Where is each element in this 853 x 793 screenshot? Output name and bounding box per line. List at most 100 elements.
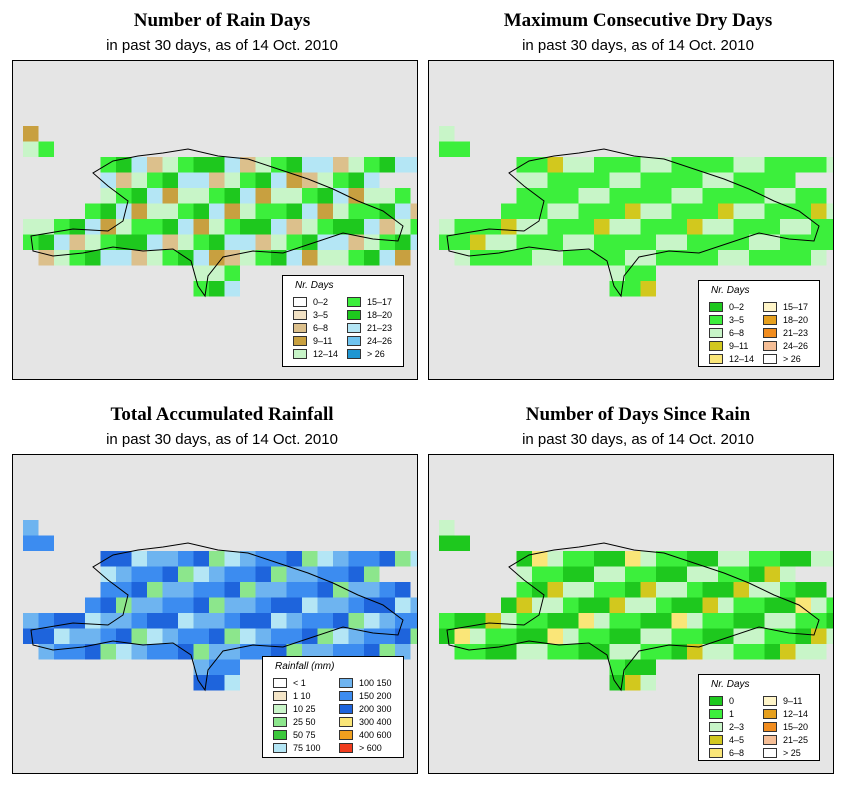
grid-cell — [240, 597, 256, 613]
grid-cell — [131, 234, 147, 250]
grid-cell — [811, 628, 827, 644]
grid-cell — [116, 157, 132, 173]
grid-cell — [317, 613, 333, 629]
legend-item: > 26 — [763, 353, 801, 365]
grid-cell — [640, 219, 656, 235]
grid-cell — [749, 219, 765, 235]
grid-cell — [131, 172, 147, 188]
grid-cell — [671, 234, 687, 250]
grid-cell — [286, 203, 302, 219]
grid-cell — [578, 172, 594, 188]
legend-label: 10 25 — [293, 704, 316, 714]
grid-cell — [671, 582, 687, 598]
grid-cell — [224, 172, 240, 188]
grid-cell — [178, 234, 194, 250]
grid-cell — [116, 644, 132, 660]
grid-cell — [379, 582, 395, 598]
grid-cell — [286, 157, 302, 173]
grid-cell — [547, 250, 563, 266]
legend-label: 3–5 — [313, 310, 329, 320]
legend-item: 21–23 — [763, 327, 808, 339]
grid-cell — [364, 188, 380, 204]
grid-cell — [795, 203, 811, 219]
grid-cell — [578, 582, 594, 598]
grid-cell — [38, 535, 54, 551]
grid-cell — [302, 644, 318, 660]
grid-cell — [780, 234, 796, 250]
grid-cell — [439, 535, 455, 551]
grid-cell — [826, 597, 833, 613]
grid-cell — [811, 644, 827, 660]
legend-swatch — [347, 323, 361, 333]
grid-cell — [625, 281, 641, 297]
legend-label: 15–20 — [783, 722, 809, 732]
legend-item: 0 — [709, 695, 734, 707]
grid-cell — [38, 250, 54, 266]
grid-cell — [379, 613, 395, 629]
grid-cell — [702, 597, 718, 613]
grid-cell — [439, 219, 455, 235]
grid-cell — [625, 234, 641, 250]
legend-label: > 600 — [359, 743, 382, 753]
legend-swatch — [763, 315, 777, 325]
grid-cell — [826, 203, 833, 219]
grid-cell — [718, 628, 734, 644]
grid-cell — [764, 234, 780, 250]
grid-cell — [23, 234, 39, 250]
grid-cell — [718, 203, 734, 219]
grid-cell — [563, 219, 579, 235]
legend-label: 9–11 — [729, 341, 749, 351]
grid-cell — [38, 219, 54, 235]
grid-cell — [640, 613, 656, 629]
grid-cell — [286, 172, 302, 188]
grid-cell — [795, 219, 811, 235]
legend-label: < 1 — [293, 678, 306, 688]
grid-cell — [749, 234, 765, 250]
grid-cell — [702, 628, 718, 644]
grid-cell — [532, 172, 548, 188]
legend-item: 50 75 — [273, 729, 316, 741]
grid-cell — [687, 250, 703, 266]
legend-swatch — [347, 297, 361, 307]
legend-label: 21–23 — [367, 323, 393, 333]
grid-cell — [687, 219, 703, 235]
grid-cell — [209, 613, 225, 629]
legend-item: 21–25 — [763, 734, 808, 746]
grid-cell — [271, 582, 287, 598]
grid-cell — [209, 250, 225, 266]
grid-cell — [780, 157, 796, 173]
grid-cell — [317, 203, 333, 219]
grid-cell — [379, 203, 395, 219]
grid-cell — [410, 551, 417, 567]
grid-cell — [271, 188, 287, 204]
grid-cell — [749, 644, 765, 660]
grid-cell — [485, 628, 501, 644]
grid-cell — [516, 188, 532, 204]
grid-cell — [749, 172, 765, 188]
grid-cell — [764, 172, 780, 188]
legend-item: 6–8 — [709, 327, 744, 339]
legend-item: > 26 — [347, 348, 385, 360]
grid-cell — [147, 582, 163, 598]
grid-cell — [395, 597, 411, 613]
grid-cell — [240, 551, 256, 567]
grid-cell — [656, 597, 672, 613]
grid-cell — [454, 141, 470, 157]
grid-cell — [702, 219, 718, 235]
grid-cell — [85, 644, 101, 660]
legend-swatch — [339, 743, 353, 753]
grid-cell — [485, 613, 501, 629]
legend-label: 2–3 — [729, 722, 745, 732]
grid-cell — [594, 566, 610, 582]
legend-swatch — [273, 691, 287, 701]
grid-cell — [625, 613, 641, 629]
grid-cell — [532, 203, 548, 219]
grid-cell — [85, 203, 101, 219]
grid-cell — [162, 234, 178, 250]
grid-cell — [470, 628, 486, 644]
grid-cell — [578, 628, 594, 644]
grid-cell — [224, 628, 240, 644]
legend-item: 9–11 — [709, 340, 748, 352]
grid-cell — [795, 551, 811, 567]
legend-label: 18–20 — [783, 315, 809, 325]
